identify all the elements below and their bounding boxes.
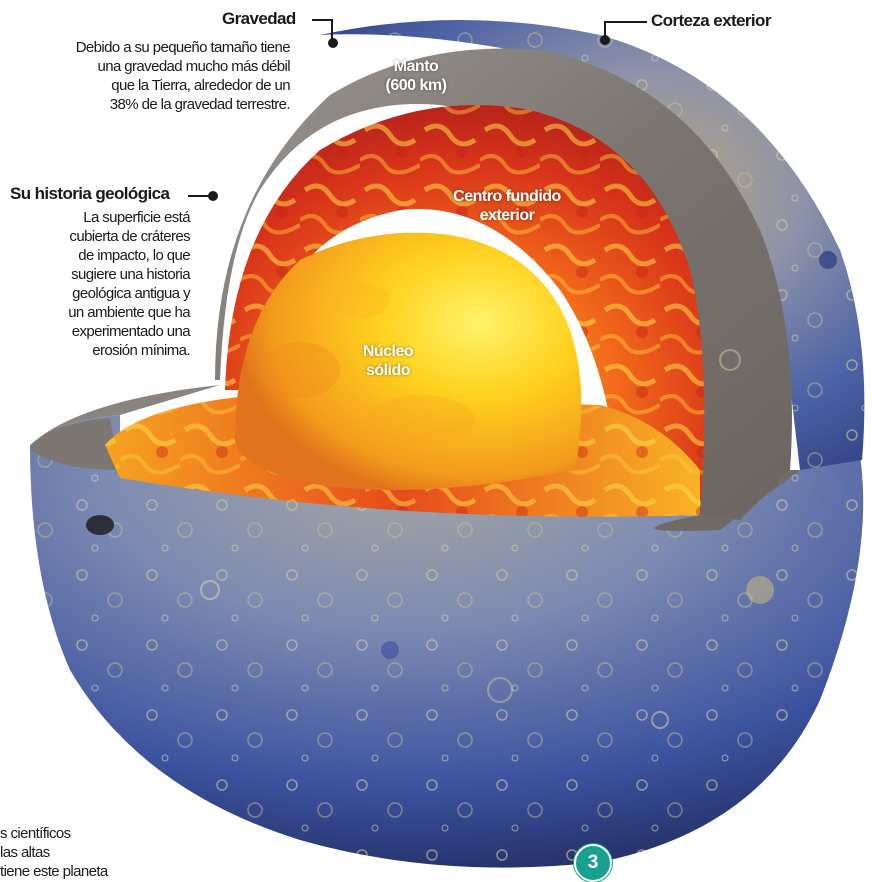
page-number-badge: 3	[574, 844, 612, 882]
gravity-description: Debido a su pequeño tamaño tiene una gra…	[75, 39, 291, 113]
outer-crust-title: Corteza exterior	[651, 11, 771, 30]
leader-line-gravity-h	[312, 19, 333, 21]
gravity-title: Gravedad	[222, 9, 296, 28]
crater	[200, 580, 220, 600]
mantle-label: Manto (600 km)	[385, 58, 447, 94]
crater	[746, 576, 774, 604]
leader-line-crust-v	[604, 21, 606, 41]
inner-core-label: Núcleo sólido	[362, 343, 414, 379]
crater	[381, 641, 399, 659]
geology-title: Su historia geológica	[10, 184, 170, 203]
inner-core-layer	[235, 232, 582, 490]
footer-cropped-text: s científicos las altas tiene este plane…	[0, 825, 108, 880]
leader-dot-gravity	[328, 38, 338, 48]
leader-line-gravity-v	[331, 19, 333, 43]
crater	[487, 677, 513, 703]
crater	[651, 711, 669, 729]
leader-line-crust-h	[605, 21, 647, 23]
leader-dot-geology	[208, 191, 218, 201]
outer-core-label: Centro fundido exterior	[453, 188, 561, 224]
crater	[819, 251, 837, 269]
crater	[719, 349, 741, 371]
mantle-layer	[215, 48, 792, 520]
leader-line-geology-h	[188, 195, 213, 197]
crater	[86, 515, 114, 535]
geology-description: La superficie está cubierta de cráteres …	[68, 209, 190, 359]
